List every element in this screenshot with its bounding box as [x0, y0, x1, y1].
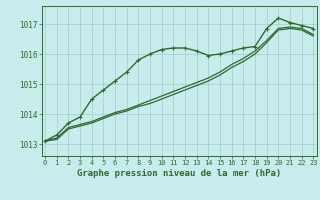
X-axis label: Graphe pression niveau de la mer (hPa): Graphe pression niveau de la mer (hPa): [77, 169, 281, 178]
